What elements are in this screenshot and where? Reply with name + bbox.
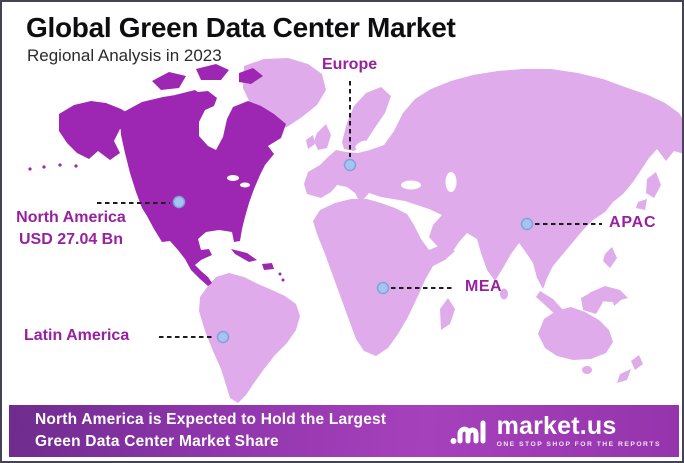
lake-great-lakes-1 [227,175,239,181]
island-antilles [281,278,285,282]
island-hispaniola [262,263,274,270]
continent-africa [313,199,455,356]
lake-great-lakes-2 [240,182,250,188]
island-sumatra [536,291,563,316]
marker-north-america [172,195,186,209]
continents-light [199,58,682,403]
island-nz-north [631,355,643,370]
marker-apac [520,217,534,231]
island-arctic-3 [239,68,263,84]
inland-seas [227,140,457,192]
marketus-logo-icon [450,420,486,444]
island-antilles [278,272,282,276]
banner-line1: North America is Expected to Hold the La… [35,410,387,428]
island-japan-south [636,199,647,210]
label-europe: Europe [322,56,378,73]
continent-north-america-highlighted [28,64,286,286]
marker-mea [376,281,390,295]
island-arctic-1 [152,72,186,90]
banner-text: North America is Expected to Hold the La… [35,409,386,454]
island-madagascar [440,298,455,330]
connector-lines [97,81,602,338]
marketus-logo-name: market.us [496,411,617,440]
island-ireland [306,135,315,149]
island-aleutian [74,164,78,168]
continent-eurasia [304,69,682,289]
region-scandinavia [342,87,391,151]
region-markers [172,158,534,344]
island-iceland [296,95,312,108]
footer-banner: North America is Expected to Hold the La… [9,405,679,457]
region-italy [349,174,365,199]
sea-caspian [445,172,457,192]
label-north-america-value: USD 27.04 Bn [18,230,124,248]
island-cuba [231,249,257,262]
marketus-logo: market.us ONE STOP SHOP FOR THE REPORTS [449,411,661,449]
page-subtitle: Regional Analysis in 2023 [27,46,222,65]
sea-baltic [355,140,369,150]
island-philippines [603,247,617,268]
page-title: Global Green Data Center Market [26,12,456,43]
island-sri-lanka [500,288,508,300]
island-new-guinea [589,286,628,302]
label-north-america: North America USD 27.04 Bn [4,207,138,250]
island-uk [314,124,331,150]
island-aleutian [58,163,62,167]
sea-black [401,180,421,190]
marker-europe [343,158,357,172]
continent-south-america [199,273,300,403]
label-latin-america: Latin America [24,327,130,344]
region-alaska [59,101,134,160]
island-nz-south [617,369,631,383]
marketus-logo-text: market.us ONE STOP SHOP FOR THE REPORTS [496,411,661,449]
island-aleutian [42,165,46,169]
island-arctic-2 [196,64,229,80]
island-aleutian [28,167,32,171]
island-tasmania [582,366,592,374]
continent-australia [538,307,613,360]
region-north-america-mainland [120,91,286,286]
label-mea: MEA [465,278,503,295]
label-north-america-name: North America [16,209,126,226]
label-apac: APAC [609,214,657,231]
marker-latin-america [216,330,230,344]
banner-line2: Green Data Center Market Share [35,433,279,450]
island-japan-north [646,172,661,198]
marketus-logo-tagline: ONE STOP SHOP FOR THE REPORTS [496,440,661,448]
